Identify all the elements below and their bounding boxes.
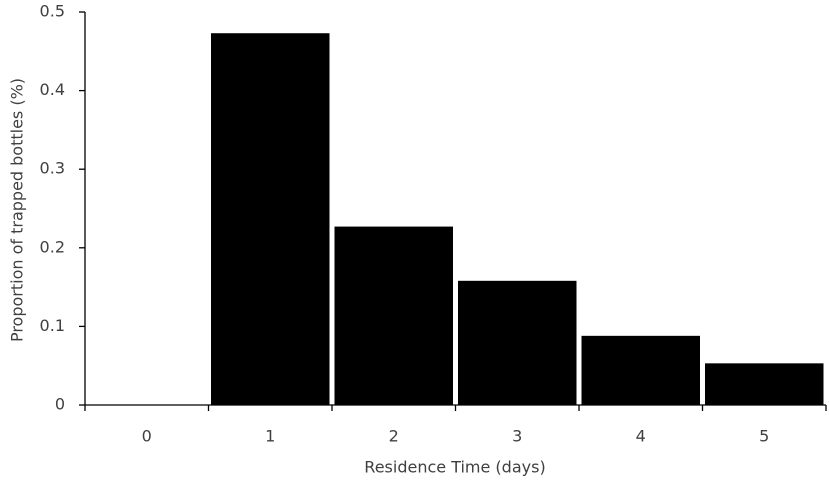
- y-axis-title: Proportion of trapped bottles (%): [8, 78, 27, 342]
- bar: [458, 280, 577, 405]
- bar: [705, 363, 824, 405]
- x-tick-label: 5: [759, 427, 769, 446]
- y-tick-label: 0.1: [40, 316, 65, 335]
- x-axis-title: Residence Time (days): [364, 458, 545, 477]
- bar: [581, 335, 700, 405]
- y-tick-label: 0.3: [40, 159, 65, 178]
- x-tick-label: 3: [512, 427, 522, 446]
- y-tick-label: 0: [55, 395, 65, 414]
- x-tick-label: 2: [389, 427, 399, 446]
- y-tick-label: 0.5: [40, 2, 65, 21]
- bar: [211, 33, 330, 406]
- bar: [334, 226, 453, 405]
- x-tick-label: 0: [142, 427, 152, 446]
- x-tick-label: 1: [265, 427, 275, 446]
- x-tick-label: 4: [636, 427, 646, 446]
- y-tick-label: 0.4: [40, 80, 65, 99]
- y-tick-label: 0.2: [40, 237, 65, 256]
